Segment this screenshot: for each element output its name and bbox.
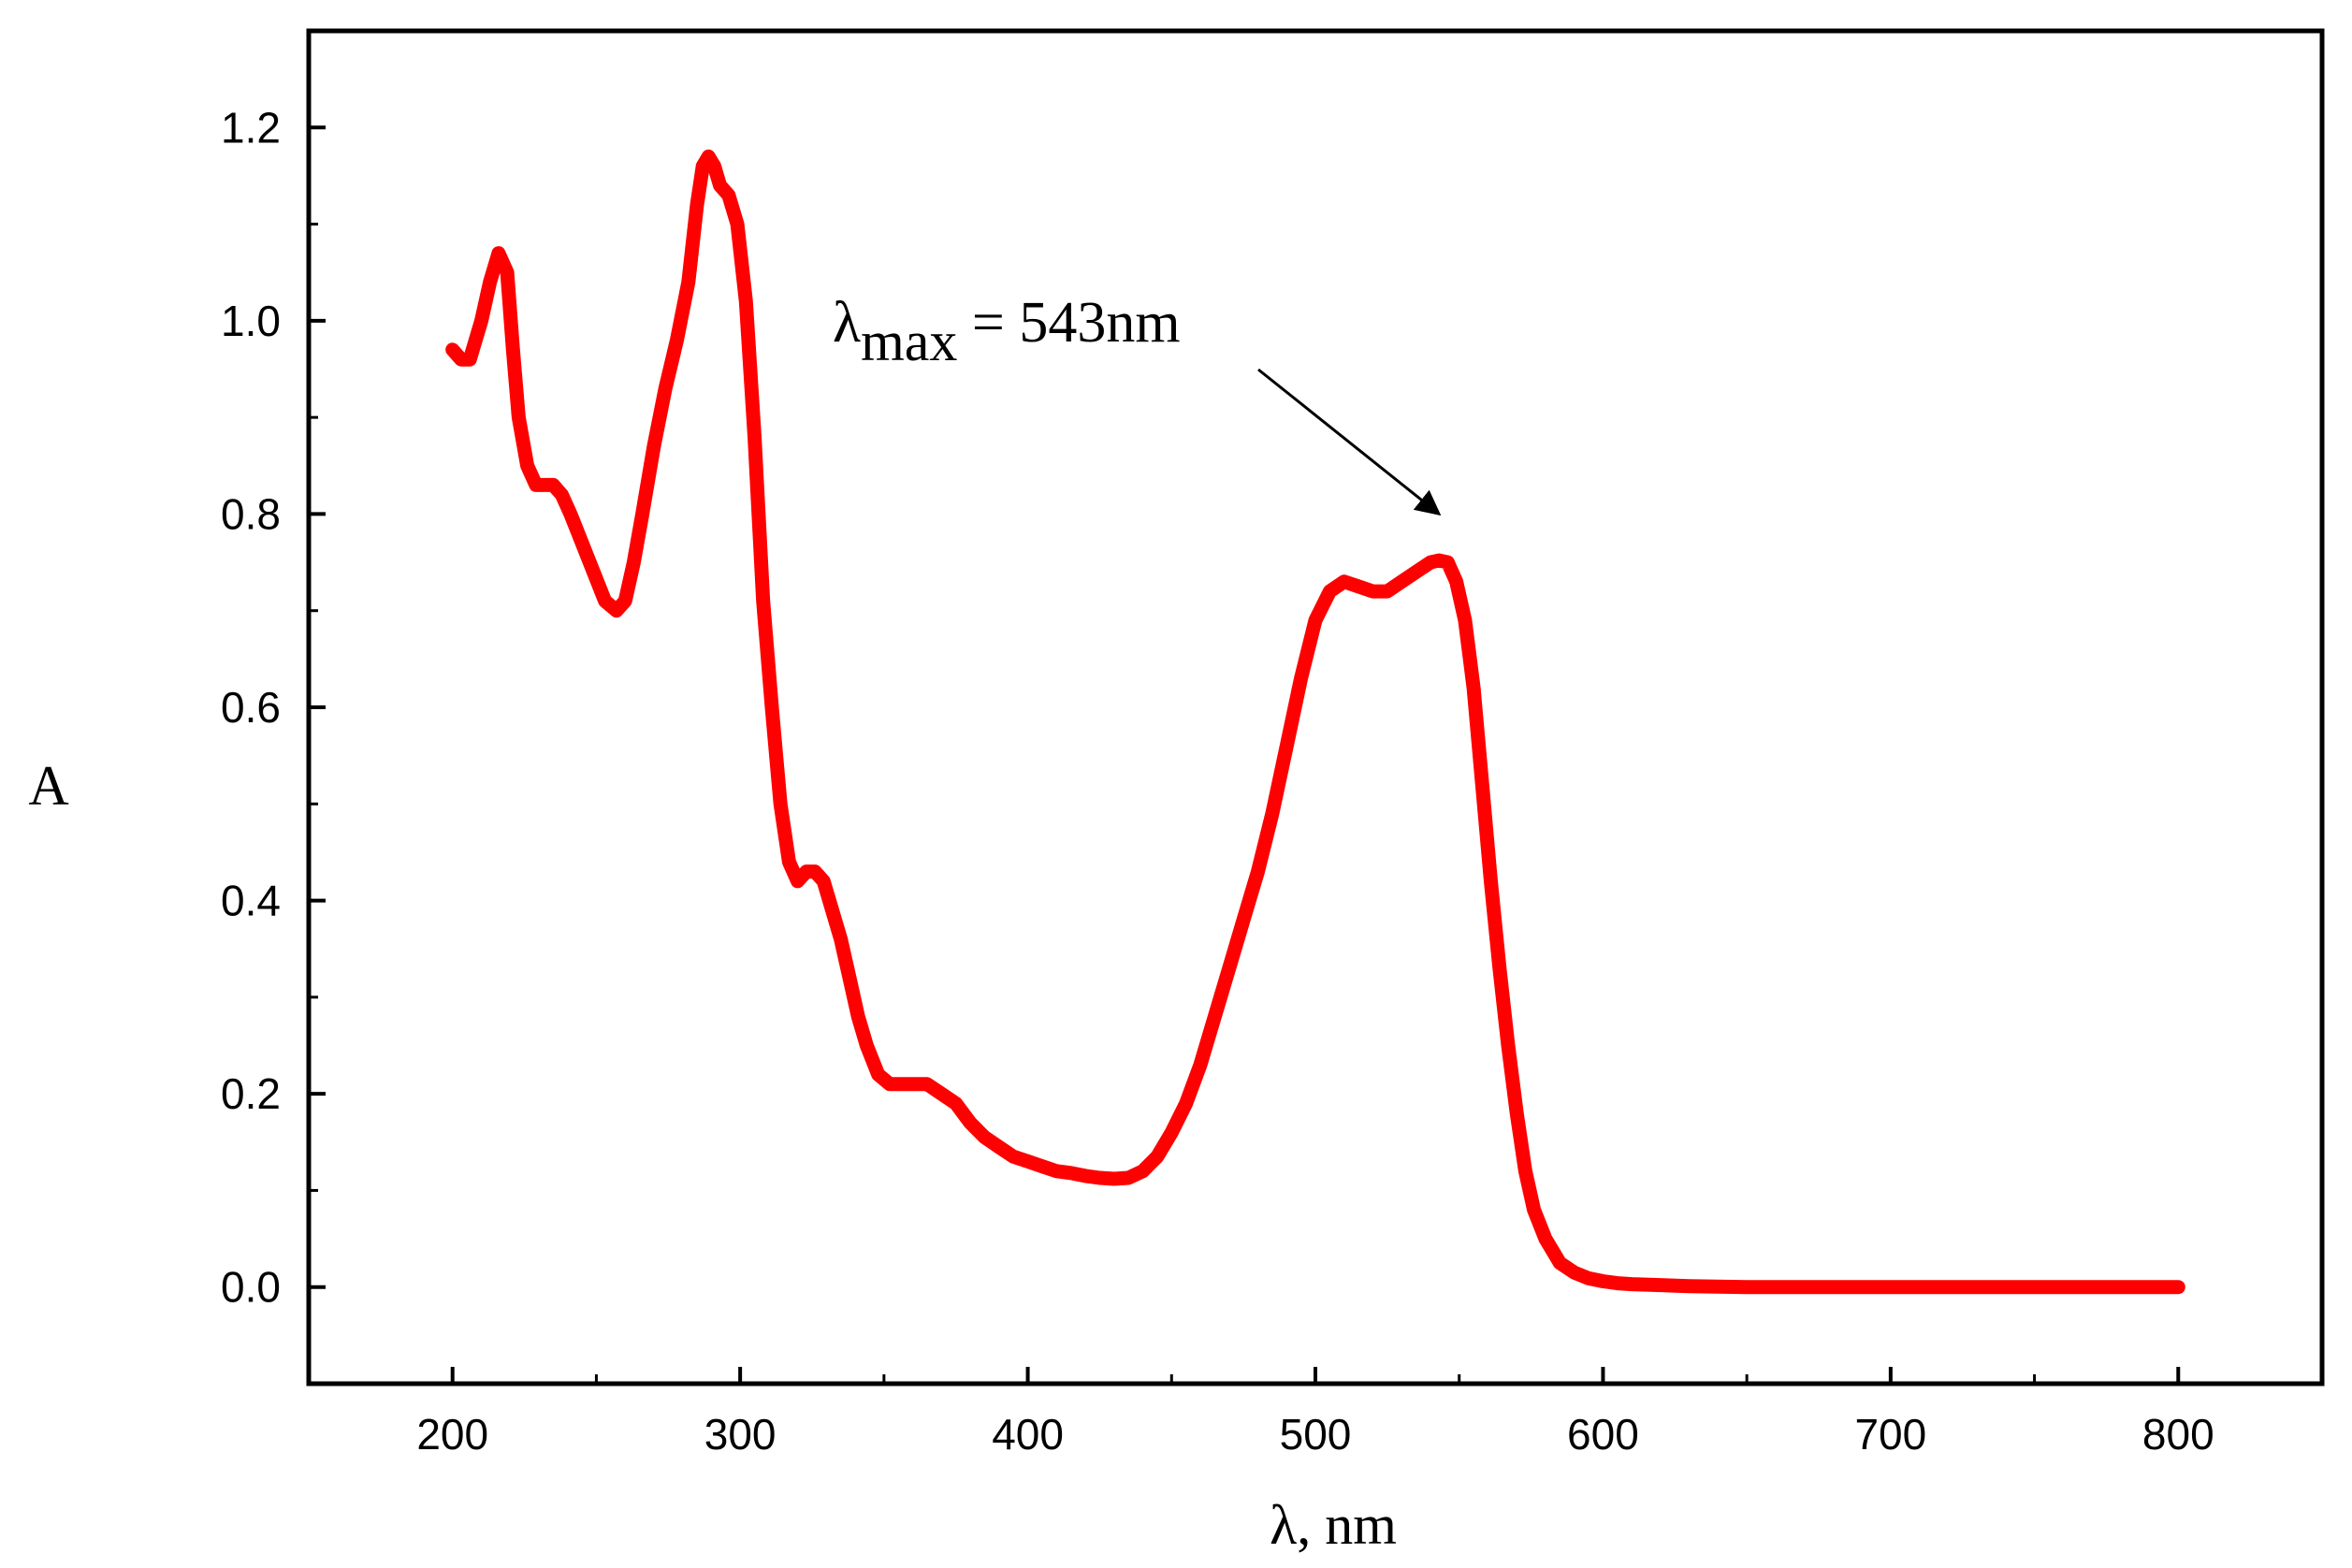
- series-line-absorbance: [445, 149, 2185, 1295]
- y-tick-label: 0.2: [221, 1069, 281, 1118]
- y-tick-label: 0.4: [221, 877, 281, 925]
- y-axis-tick-labels: 0.0 0.2 0.4 0.6 0.8 1.0 1.2: [221, 103, 281, 1311]
- plot-frame: [306, 28, 2325, 1387]
- annotation-subscript: max: [861, 311, 957, 372]
- y-axis-ticks: [309, 125, 326, 1289]
- x-axis-ticks: [450, 1367, 2181, 1384]
- y-tick-label: 0.0: [221, 1263, 281, 1312]
- x-axis-title: λ, nm: [1270, 1494, 1397, 1556]
- annotation-lambda: λ: [833, 291, 861, 355]
- lambda-max-annotation: λmax = 543nm: [833, 291, 1442, 516]
- x-tick-label: 700: [1854, 1410, 1926, 1459]
- x-tick-label: 800: [2142, 1410, 2214, 1459]
- x-tick-label: 600: [1567, 1410, 1639, 1459]
- y-tick-label: 0.6: [221, 683, 281, 732]
- y-axis-title: A: [28, 755, 68, 817]
- x-tick-label: 200: [416, 1410, 488, 1459]
- y-tick-label: 1.2: [221, 103, 281, 152]
- svg-text:λmax = 543nm: λmax = 543nm: [833, 291, 1181, 372]
- x-axis-tick-labels: 200 300 400 500 600 700 800: [416, 1410, 2214, 1459]
- y-tick-label: 1.0: [221, 297, 281, 345]
- x-tick-label: 500: [1280, 1410, 1352, 1459]
- y-tick-label: 0.8: [221, 489, 281, 538]
- annotation-arrow: [1257, 368, 1442, 516]
- x-tick-label: 300: [704, 1410, 777, 1459]
- annotation-value: = 543nm: [957, 291, 1180, 355]
- x-tick-label: 400: [992, 1410, 1064, 1459]
